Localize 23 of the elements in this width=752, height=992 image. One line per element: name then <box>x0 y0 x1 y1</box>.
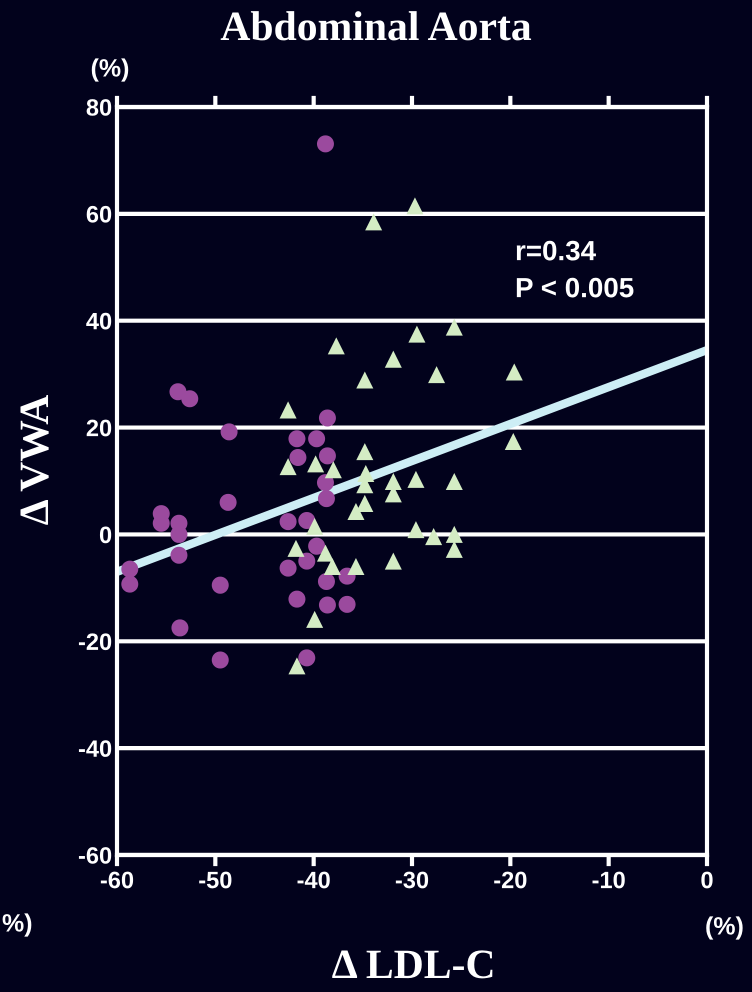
x-tick-label: -60 <box>100 872 134 888</box>
x-tick-label: -10 <box>592 872 625 888</box>
x-tick-label: 0 <box>701 872 713 888</box>
y-tick-label: 80 <box>86 99 112 116</box>
y-tick-label: 40 <box>86 312 112 330</box>
x-tick-label: -30 <box>396 872 428 888</box>
x-tick-label: -20 <box>494 872 526 888</box>
y-tick-label: 60 <box>86 206 112 223</box>
text: %) <box>2 913 32 937</box>
chart-title: Abdominal Aorta <box>220 11 532 40</box>
annotation: P < 0.005 <box>516 278 634 298</box>
x-axis-title: Δ LDL-C <box>332 950 492 978</box>
y-axis-title: Δ VWA <box>20 394 49 525</box>
y-tick-label: -20 <box>78 633 112 650</box>
x-tick-label: -40 <box>298 872 330 888</box>
y-tick-label: 20 <box>86 420 112 436</box>
text: (%) <box>706 916 743 940</box>
y-tick-label: -60 <box>78 847 112 864</box>
text: (%) <box>92 58 128 82</box>
x-tick-label: -50 <box>199 872 232 888</box>
annotation: r=0.34 <box>516 240 596 260</box>
y-tick-label: 0 <box>100 526 112 544</box>
y-tick-label: -40 <box>78 740 112 757</box>
